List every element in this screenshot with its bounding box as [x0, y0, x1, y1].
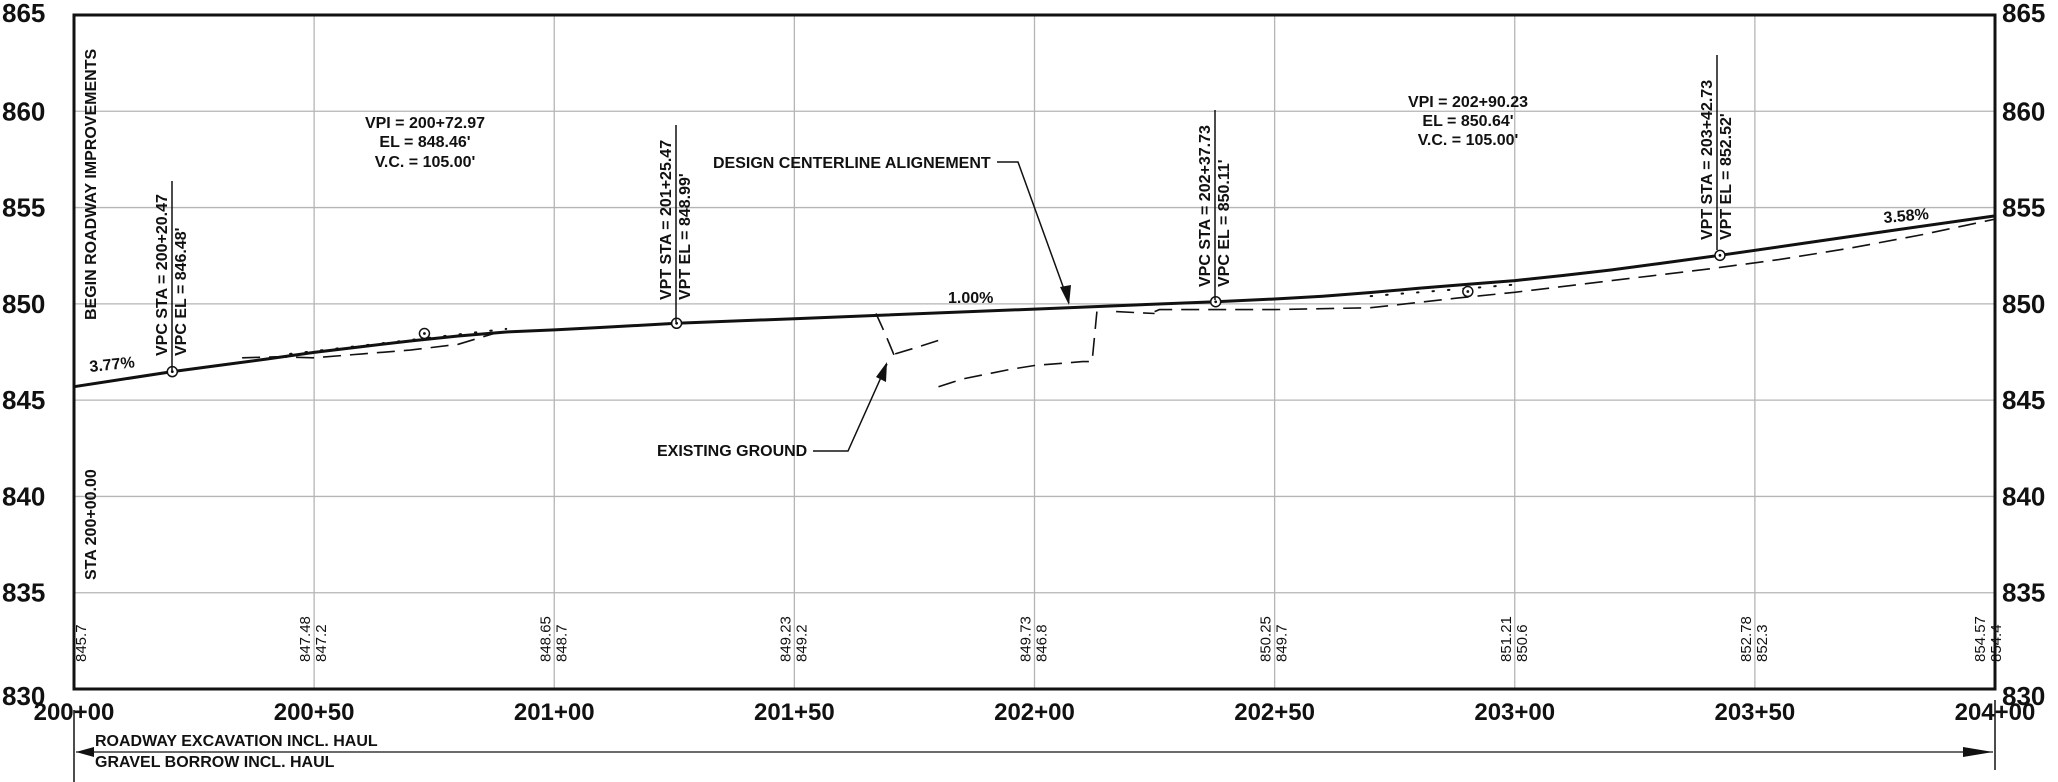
existing-elevation-label: 854.4: [1988, 624, 2005, 662]
begin-improvements-label: BEGIN ROADWAY IMPROVEMENTS: [83, 49, 100, 320]
vpt1-elevation-label: VPT EL = 848.99': [677, 173, 694, 300]
existing-elevation-label: 849.7: [1274, 624, 1291, 662]
y-tick-label: 845: [2002, 385, 2045, 415]
design-elevation-label: 851.21: [1498, 616, 1515, 662]
haul-arrow-left: [76, 747, 94, 757]
existing-ground-segment: [938, 311, 1098, 388]
y-tick-label: 850: [2002, 289, 2045, 319]
existing-ground-segment: [1116, 310, 1155, 315]
x-tick-label: 201+50: [754, 699, 835, 726]
vpi2-elevation-label: EL = 850.64': [1422, 113, 1513, 130]
vpt-marker-center: [1718, 253, 1722, 257]
existing-ground-segment: [1154, 218, 1996, 313]
x-tick-label: 202+50: [1234, 699, 1315, 726]
existing-elevation-label: 850.6: [1514, 624, 1531, 662]
vpc-marker-center: [1214, 300, 1218, 304]
y-tick-label: 855: [2, 193, 45, 223]
roadway-excavation-label: ROADWAY EXCAVATION INCL. HAUL: [95, 733, 378, 750]
y-tick-label: 850: [2, 289, 45, 319]
vpi2-station-label: VPI = 202+90.23: [1408, 94, 1528, 111]
y-tick-label: 860: [2002, 96, 2045, 126]
y-tick-label: 840: [2002, 481, 2045, 511]
plot-frame: [72, 13, 1997, 691]
y-tick-label: 865: [2, 0, 45, 28]
existing-elevation-label: 847.2: [313, 624, 330, 662]
existing-elevation-label: 849.2: [793, 624, 810, 662]
existing-ground-callout-label: EXISTING GROUND: [657, 443, 807, 460]
y-tick-label: 855: [2002, 193, 2045, 223]
station-start-label: STA 200+00.00: [83, 469, 100, 580]
gravel-borrow-label: GRAVEL BORROW INCL. HAUL: [95, 754, 335, 771]
existing-ground-segment: [894, 339, 939, 355]
vpi2-curve-length-label: V.C. = 105.00': [1418, 132, 1519, 149]
vpi1-elevation-label: EL = 848.46': [379, 134, 470, 151]
vpt-marker-center: [675, 321, 678, 325]
grade-middle-label: 1.00%: [948, 290, 993, 307]
vpi1-station-label: VPI = 200+72.97: [365, 115, 485, 132]
y-axis-right: 830 835 840 845 850 855 860 865: [2002, 0, 2045, 711]
design-elevation-label: 849.23: [777, 616, 794, 662]
vpc2-station-label: VPC STA = 202+37.73: [1197, 125, 1214, 287]
existing-elevation-label: 848.7: [553, 624, 570, 662]
vpt2-elevation-label: VPT EL = 852.52': [1718, 113, 1735, 240]
design-elevation-label: 852.78: [1738, 616, 1755, 662]
grid-lines: [74, 15, 1995, 689]
existing-ground-leader: [813, 363, 888, 452]
existing-elevation-label: 845.7: [73, 624, 90, 662]
y-tick-label: 860: [2, 96, 45, 126]
existing-ground-arrowhead: [876, 362, 887, 382]
design-elevation-label: 854.57: [1972, 616, 1989, 662]
haul-arrow-right: [1963, 747, 1993, 757]
y-tick-label: 835: [2002, 578, 2045, 608]
design-elevation-label: 849.73: [1018, 616, 1035, 662]
y-tick-label: 840: [2, 481, 45, 511]
vpc1-elevation-label: VPC EL = 846.48': [173, 228, 190, 356]
y-tick-label: 845: [2, 385, 45, 415]
existing-ground-line: [242, 218, 1996, 388]
x-tick-label: 203+00: [1474, 699, 1555, 726]
y-tick-label: 835: [2, 578, 45, 608]
vpi1-curve-length-label: V.C. = 105.00': [375, 154, 476, 171]
centerline-callout-label: DESIGN CENTERLINE ALIGNEMENT: [713, 155, 991, 172]
vpt1-station-label: VPT STA = 201+25.47: [658, 140, 675, 300]
x-tick-label: 201+00: [514, 699, 595, 726]
design-centerline: [73, 214, 1996, 389]
centerline-leader: [997, 161, 1070, 304]
curve-point-markers: [166, 249, 1726, 378]
x-axis-stations: 200+00 200+50 201+00 201+50 202+00 202+50 203+…: [34, 699, 2036, 726]
vpi-marker-center: [1466, 290, 1470, 293]
grade-left-label: 3.77%: [89, 354, 136, 376]
y-tick-label: 830: [2, 681, 45, 711]
x-tick-label: 203+50: [1714, 699, 1795, 726]
design-elevation-label: 850.25: [1258, 616, 1275, 662]
vpc2-elevation-label: VPC EL = 850.11': [1216, 159, 1233, 287]
design-elevation-label: 848.65: [537, 616, 554, 662]
grade-right-label: 3.58%: [1883, 206, 1930, 227]
station-elevation-labels: 845.7 847.48 847.2 848.65 848.7 849.23 849.2 84…: [73, 616, 2005, 662]
centerline-arrowhead: [1060, 285, 1071, 305]
vpi-marker-center: [423, 332, 426, 335]
y-axis-left: 830 835 840 845 850 855 860 865: [2, 0, 45, 711]
existing-elevation-label: 852.3: [1754, 624, 1771, 662]
vpt2-station-label: VPT STA = 203+42.73: [1699, 80, 1716, 240]
design-elevation-label: 847.48: [297, 616, 314, 662]
y-tick-label: 865: [2002, 0, 2045, 28]
existing-elevation-label: 846.8: [1034, 624, 1051, 662]
x-tick-label: 200+50: [274, 699, 355, 726]
x-tick-label: 202+00: [994, 699, 1075, 726]
y-tick-label: 830: [2002, 681, 2045, 711]
vpc1-station-label: VPC STA = 200+20.47: [154, 194, 171, 356]
existing-ground-segment: [875, 313, 896, 359]
design-centerline-path: [73, 214, 1996, 389]
